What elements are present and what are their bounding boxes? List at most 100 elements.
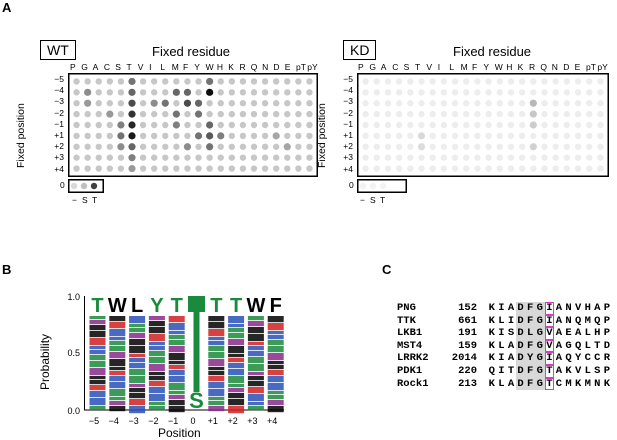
logo-stack-letter xyxy=(247,342,264,346)
spot xyxy=(117,154,125,161)
spot xyxy=(306,89,313,96)
logo-stack-letter xyxy=(148,402,165,406)
logo-stack-letter xyxy=(228,376,245,384)
spot xyxy=(418,100,425,107)
spot xyxy=(384,78,392,85)
row-label: +3 xyxy=(343,152,353,163)
spot xyxy=(162,110,169,118)
spot xyxy=(362,154,369,161)
spot xyxy=(574,110,582,118)
spot xyxy=(496,100,503,107)
spot xyxy=(541,132,548,140)
spot xyxy=(507,154,515,161)
spot xyxy=(530,154,537,161)
row-label: −2 xyxy=(54,107,64,118)
column-label: H xyxy=(216,62,224,72)
row-label: +1 xyxy=(54,130,64,140)
column-label: pY xyxy=(307,62,318,72)
spot xyxy=(239,154,247,161)
column-label: C xyxy=(103,62,111,72)
logo-stack-letter xyxy=(208,367,225,371)
spot xyxy=(206,88,214,96)
spot xyxy=(183,99,192,107)
spot xyxy=(73,121,80,129)
spot xyxy=(250,100,258,107)
logo-stack-letter xyxy=(148,381,165,387)
spot xyxy=(261,165,269,172)
logo-stack-letter xyxy=(228,333,245,339)
spot xyxy=(250,165,258,172)
logo-stack-letter xyxy=(129,354,146,358)
logo-stack-letter xyxy=(89,320,106,325)
spot xyxy=(496,132,503,140)
logo-letter: W xyxy=(108,295,127,317)
spot xyxy=(451,143,459,150)
spot xyxy=(474,165,481,172)
logo-stack-letter xyxy=(168,323,185,331)
logo-stack-letter xyxy=(228,406,245,414)
column-label: E xyxy=(284,62,291,72)
wt-control-row-label: 0 xyxy=(60,180,65,190)
spot xyxy=(541,154,548,161)
logo-stack-letter xyxy=(148,364,165,372)
spot xyxy=(161,99,169,107)
logo-stack-letter xyxy=(247,394,264,402)
logo-stack-letter xyxy=(267,370,284,376)
spot xyxy=(407,165,414,172)
alignment-row: LRRK2 2014 K I A D Y G I A Q Y C C R xyxy=(397,352,612,365)
spot xyxy=(440,100,448,107)
logo-stack-letter xyxy=(148,342,165,346)
logo-stack-letter xyxy=(228,346,245,354)
spot xyxy=(417,132,426,140)
spot xyxy=(261,89,269,96)
spot xyxy=(451,154,459,161)
spot xyxy=(541,165,548,172)
logo-stack-letter xyxy=(109,341,126,346)
spot xyxy=(597,100,604,107)
logo-stack-letter xyxy=(109,352,126,359)
logo-stack-letter xyxy=(267,395,284,400)
spot xyxy=(362,165,369,172)
spot xyxy=(106,143,114,150)
logo-x-tick: −3 xyxy=(128,416,139,426)
spot xyxy=(106,78,114,85)
logo-stack-letter xyxy=(129,363,146,369)
spot xyxy=(295,78,302,85)
spot xyxy=(451,121,459,129)
spot xyxy=(173,154,180,161)
spot xyxy=(73,89,80,96)
alignment: PNG 152 K I A D F G I A N V H A P TTK 661 K L I D F G I A N Q M Q P LK… xyxy=(397,302,612,402)
spot xyxy=(272,132,280,140)
logo-stack-letter xyxy=(228,399,245,406)
spot xyxy=(295,165,302,172)
spot xyxy=(173,165,180,172)
column-label: A xyxy=(380,62,387,72)
spot xyxy=(563,132,571,140)
spot xyxy=(139,132,147,140)
spot xyxy=(184,154,191,161)
spot xyxy=(195,143,202,150)
spot xyxy=(162,89,169,96)
spot xyxy=(474,143,481,150)
control-spot xyxy=(369,182,377,190)
logo-stack-letter xyxy=(129,324,146,328)
spot xyxy=(284,121,291,129)
panel-c-letter: C xyxy=(382,262,392,277)
spot xyxy=(150,78,158,85)
logo-stack-letter xyxy=(267,376,284,383)
spot xyxy=(84,78,91,85)
logo-x-tick: −2 xyxy=(148,416,159,426)
row-label: −4 xyxy=(54,85,64,96)
spot xyxy=(474,89,481,96)
logo-stack-letter xyxy=(129,399,146,406)
logo-stack-letter xyxy=(109,367,126,371)
spot xyxy=(306,110,313,118)
spot xyxy=(563,78,571,85)
spot xyxy=(485,143,492,150)
spot xyxy=(95,78,102,85)
spot xyxy=(529,110,537,118)
spot xyxy=(261,110,269,118)
spot xyxy=(206,165,213,172)
